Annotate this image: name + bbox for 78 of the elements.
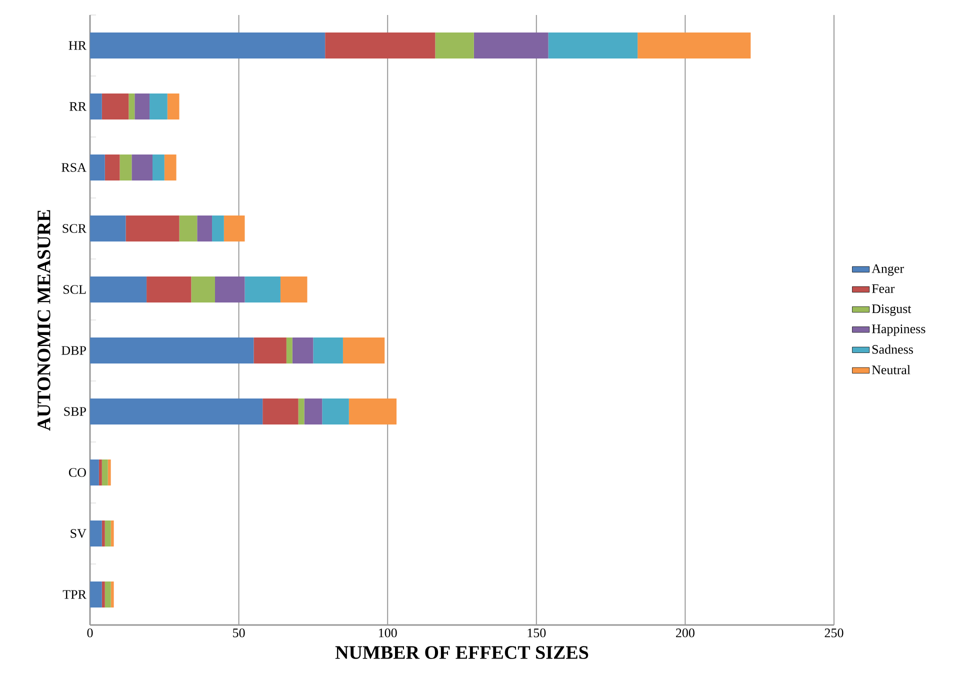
bar [179,215,198,242]
bar [348,398,397,424]
x-tick-label: 150 [528,628,546,638]
bar [304,398,322,424]
bar [474,32,548,58]
bar [90,154,105,180]
bar [102,93,129,120]
x-tick-label: 50 [233,628,245,638]
bar [102,581,105,608]
y-tick-label: SCL [63,285,86,294]
bar [120,154,132,180]
x-tick-label: 100 [379,628,397,638]
bar [128,93,135,120]
y-axis-title: AUTONOMIC MEASURE [38,210,50,431]
y-tick-label: SBP [64,407,86,416]
bar [102,459,108,486]
legend-label: Sadness [872,344,913,354]
legend-label: Happiness [872,324,926,336]
bar [110,520,114,546]
bar [164,154,176,180]
bar [286,337,292,364]
bar [280,276,308,302]
x-tick-label: 0 [87,628,93,638]
bar [110,581,114,608]
bar [292,337,314,364]
y-tick-label: SV [70,529,86,538]
bar [298,398,304,424]
bar [146,276,192,302]
legend-label: Fear [872,284,895,294]
y-tick-label: TPR [62,590,86,599]
bar [435,32,474,58]
bar [108,459,111,486]
x-tick-label: 200 [676,628,694,638]
bar [132,154,152,180]
x-tick-label: 250 [824,628,844,638]
bar [167,93,180,120]
bar [152,154,164,180]
legend-label: Disgust [872,304,912,316]
bar [212,215,224,242]
bar [215,276,245,302]
y-tick-label: DBP [62,346,86,355]
bar [104,154,120,180]
bar [98,459,102,486]
bar [90,276,147,302]
legend-label: Neutral [872,365,910,374]
bar [104,581,111,608]
bar [325,32,436,58]
bar [90,32,326,58]
legend-label: Anger [872,264,904,276]
bar [254,337,286,364]
bar [134,93,150,120]
y-tick-label: CO [68,468,86,477]
x-axis-title: NUMBER OF EFFECT SIZES [335,646,588,659]
bar [126,215,180,242]
bar [90,520,102,546]
y-tick-label: SCR [62,224,86,233]
bar [548,32,638,58]
y-tick-label: HR [68,41,86,50]
bar [90,93,102,120]
bar [638,32,751,58]
y-tick-label: RSA [62,163,86,172]
bar [197,215,212,242]
bar [102,520,105,546]
y-tick-label: RR [70,102,86,111]
bar [224,215,245,242]
bar [90,581,102,608]
bar [313,337,343,364]
bar [104,520,111,546]
bar [90,459,99,486]
bar [244,276,280,302]
bar [262,398,298,424]
bar [150,93,168,120]
bar [90,337,254,364]
bar [342,337,385,364]
bar [322,398,349,424]
bar [90,398,263,424]
bar [191,276,215,302]
bar [90,215,126,242]
